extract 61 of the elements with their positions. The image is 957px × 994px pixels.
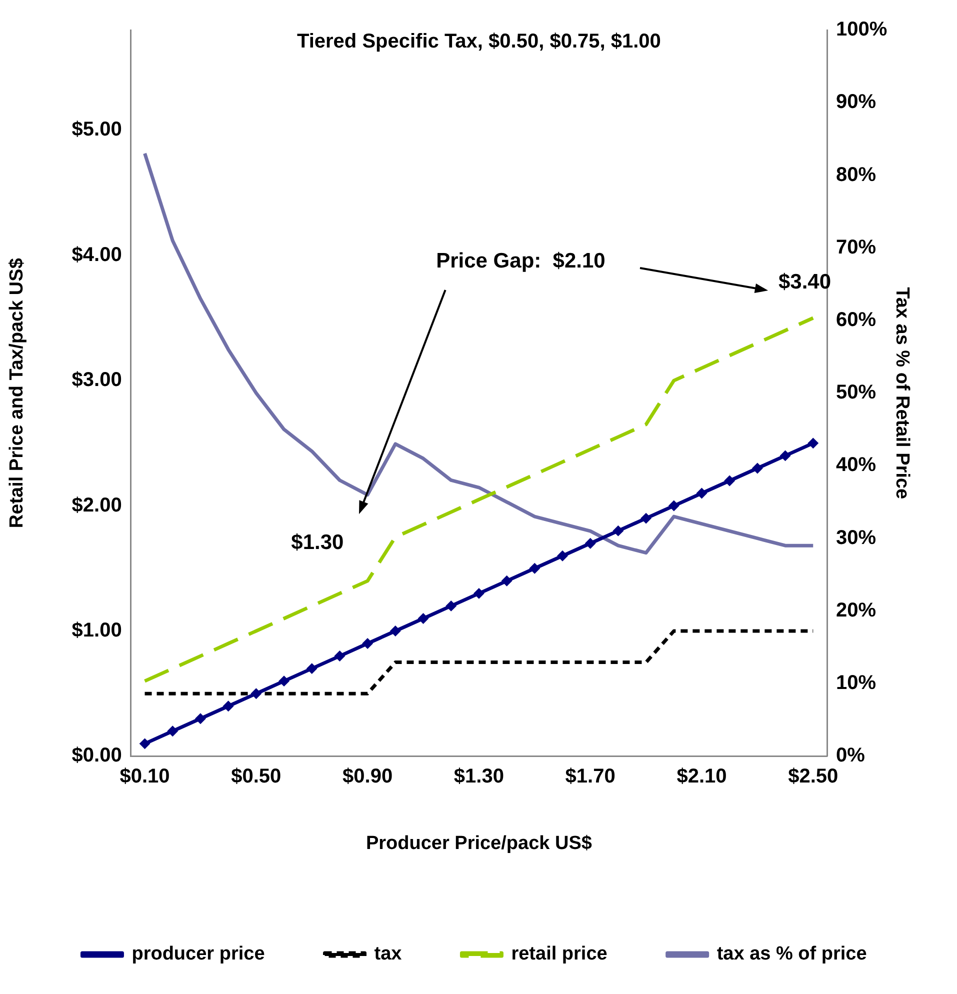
legend-label: producer price <box>132 944 265 965</box>
point <box>752 463 762 473</box>
y2-tick-label: 0% <box>836 744 866 767</box>
x-tick-label: $2.50 <box>788 766 838 788</box>
annotation: $3.40 <box>778 270 832 294</box>
point <box>641 514 651 524</box>
legend-label: tax as % of price <box>716 944 867 965</box>
x-axis-title: Producer Price/pack US$ <box>366 832 592 854</box>
legend-label: retail price <box>511 944 608 965</box>
x-tick-label: $0.50 <box>231 766 282 788</box>
point <box>696 488 706 498</box>
point <box>530 564 540 574</box>
point <box>558 551 568 561</box>
point <box>780 450 790 460</box>
point <box>808 438 818 448</box>
point <box>168 726 178 736</box>
point <box>586 538 596 548</box>
point <box>251 688 261 698</box>
y2-tick-label: 80% <box>836 164 876 186</box>
y-tick-label: $2.00 <box>72 494 122 516</box>
annotation: Price Gap: $2.10 <box>436 249 606 272</box>
point <box>418 614 428 624</box>
point <box>669 501 679 511</box>
point <box>474 588 484 598</box>
point <box>390 626 400 636</box>
point <box>362 638 372 648</box>
legend-label: tax <box>374 944 402 965</box>
y2-tick-label: 20% <box>836 599 876 622</box>
point <box>334 651 344 661</box>
y-tick-label: $1.00 <box>72 620 122 642</box>
line-series <box>143 316 815 683</box>
y-tick-label: $4.00 <box>72 244 122 266</box>
point <box>307 664 317 674</box>
y2-tick-label: 10% <box>836 672 876 694</box>
y2-tick-label: 70% <box>836 236 876 258</box>
point <box>279 676 289 686</box>
chart-title: Tiered Specific Tax, $0.50, $0.75, $1.00 <box>296 30 661 53</box>
point <box>224 701 234 711</box>
point <box>613 526 623 536</box>
x-tick-label: $0.10 <box>120 766 170 788</box>
point <box>502 576 512 586</box>
point <box>196 714 206 724</box>
point <box>140 738 150 748</box>
y2-tick-label: 30% <box>836 526 876 549</box>
x-tick-label: $1.30 <box>454 766 504 788</box>
y2-tick-label: 60% <box>836 308 876 331</box>
y2-tick-label: 40% <box>836 454 876 476</box>
y2-tick-label: 90% <box>836 91 876 114</box>
y-tick-label: $0.00 <box>72 744 122 767</box>
y-tick-label: $3.00 <box>72 369 122 392</box>
x-tick-label: $2.10 <box>676 766 727 788</box>
y2-tick-label: 100% <box>836 18 888 41</box>
y2-axis-title: Tax as % of Retail Price <box>891 287 912 500</box>
annotation: $1.30 <box>291 531 344 554</box>
y2-tick-label: 50% <box>836 382 876 404</box>
x-tick-label: $0.90 <box>342 766 393 788</box>
point <box>446 601 456 611</box>
x-tick-label: $1.70 <box>565 766 616 788</box>
y-axis-title: Retail Price and Tax/pack US$ <box>6 258 28 528</box>
point <box>724 476 734 486</box>
y-tick-label: $5.00 <box>72 118 122 141</box>
